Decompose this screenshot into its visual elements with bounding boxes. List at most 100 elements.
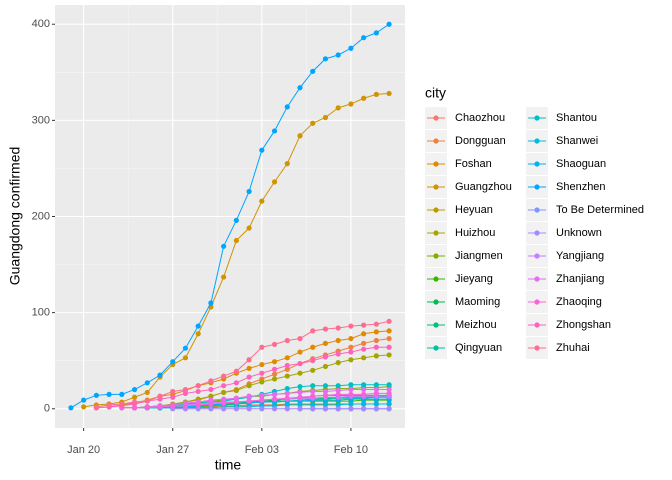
data-point <box>233 406 239 412</box>
data-point <box>361 382 367 388</box>
data-point <box>386 390 392 396</box>
data-point <box>297 394 303 400</box>
data-point <box>208 406 214 412</box>
data-point <box>310 120 316 126</box>
data-point <box>361 322 367 328</box>
data-point <box>335 402 341 408</box>
grid <box>52 5 405 431</box>
data-point <box>310 406 316 412</box>
data-point <box>93 404 99 410</box>
data-point <box>259 406 265 412</box>
data-point <box>271 128 278 134</box>
legend-label: Unknown <box>556 227 602 239</box>
data-point <box>310 402 316 408</box>
data-point <box>195 323 201 329</box>
legend-label: Chaozhou <box>455 112 505 124</box>
data-point <box>81 397 87 403</box>
legend-label: Yangjiang <box>556 250 604 262</box>
data-point <box>373 382 379 388</box>
data-point <box>208 386 214 393</box>
data-point <box>361 95 367 101</box>
data-point <box>322 354 329 360</box>
legend-label: Jieyang <box>455 273 493 285</box>
data-point <box>271 359 278 365</box>
data-point <box>310 393 316 399</box>
data-point <box>144 398 150 404</box>
legend-label: To Be Determined <box>556 204 644 216</box>
data-point <box>221 400 227 406</box>
data-point <box>297 389 303 396</box>
data-point <box>310 388 316 395</box>
legend-key-point <box>433 161 439 167</box>
data-point <box>386 335 392 342</box>
legend-label: Shaoguan <box>556 158 606 170</box>
data-point <box>348 335 354 342</box>
data-point <box>259 198 265 204</box>
data-point <box>246 398 252 404</box>
legend-label: Qingyuan <box>455 342 502 354</box>
data-point <box>348 349 354 355</box>
data-point <box>322 326 329 332</box>
data-point <box>322 402 329 408</box>
data-point <box>297 406 303 412</box>
data-point <box>386 401 392 407</box>
data-point <box>335 337 341 344</box>
data-point <box>170 388 176 395</box>
data-point <box>284 337 290 344</box>
legend-label: Zhanjiang <box>556 273 604 285</box>
data-point <box>182 355 189 361</box>
data-point <box>68 405 74 411</box>
data-point <box>271 371 278 377</box>
data-point <box>259 397 265 403</box>
data-point <box>182 403 189 409</box>
data-point <box>157 404 163 410</box>
data-point <box>386 318 392 324</box>
data-point <box>361 346 367 352</box>
data-point <box>386 328 392 334</box>
data-point <box>284 362 290 369</box>
y-tick-label: 100 <box>32 307 50 319</box>
data-point <box>170 359 176 365</box>
data-point <box>208 401 214 407</box>
legend-label: Shanwei <box>556 135 598 147</box>
data-point <box>221 274 227 280</box>
data-point <box>271 179 278 185</box>
data-point <box>386 90 392 97</box>
data-point <box>310 344 316 350</box>
legend-key-point <box>534 253 540 259</box>
legend-key-point <box>433 345 439 351</box>
data-point <box>233 387 239 394</box>
data-point <box>284 406 290 412</box>
data-point <box>322 406 329 412</box>
data-point <box>131 399 138 405</box>
data-point <box>373 390 379 396</box>
data-point <box>284 385 290 392</box>
data-point <box>221 243 227 249</box>
data-point <box>322 340 329 346</box>
data-point <box>310 68 316 74</box>
data-point <box>131 405 138 411</box>
data-point <box>335 360 341 366</box>
data-point <box>259 147 265 153</box>
data-point <box>297 402 303 408</box>
data-point <box>348 382 354 388</box>
series-line <box>121 389 390 409</box>
legend-key-point <box>433 299 439 305</box>
data-point <box>221 389 227 396</box>
data-point <box>335 325 341 331</box>
data-point <box>284 161 290 167</box>
data-point <box>348 323 354 329</box>
data-point <box>348 357 354 363</box>
data-point <box>335 387 341 394</box>
data-point <box>373 386 379 393</box>
data-point <box>195 402 201 408</box>
data-point <box>195 406 201 412</box>
legend-label: Shenzhen <box>556 181 606 193</box>
data-point <box>271 376 278 382</box>
data-point <box>386 386 392 393</box>
data-point <box>361 386 367 393</box>
data-point <box>310 383 316 389</box>
y-tick-label: 400 <box>32 18 50 30</box>
data-point <box>271 406 278 412</box>
data-point <box>170 403 176 409</box>
